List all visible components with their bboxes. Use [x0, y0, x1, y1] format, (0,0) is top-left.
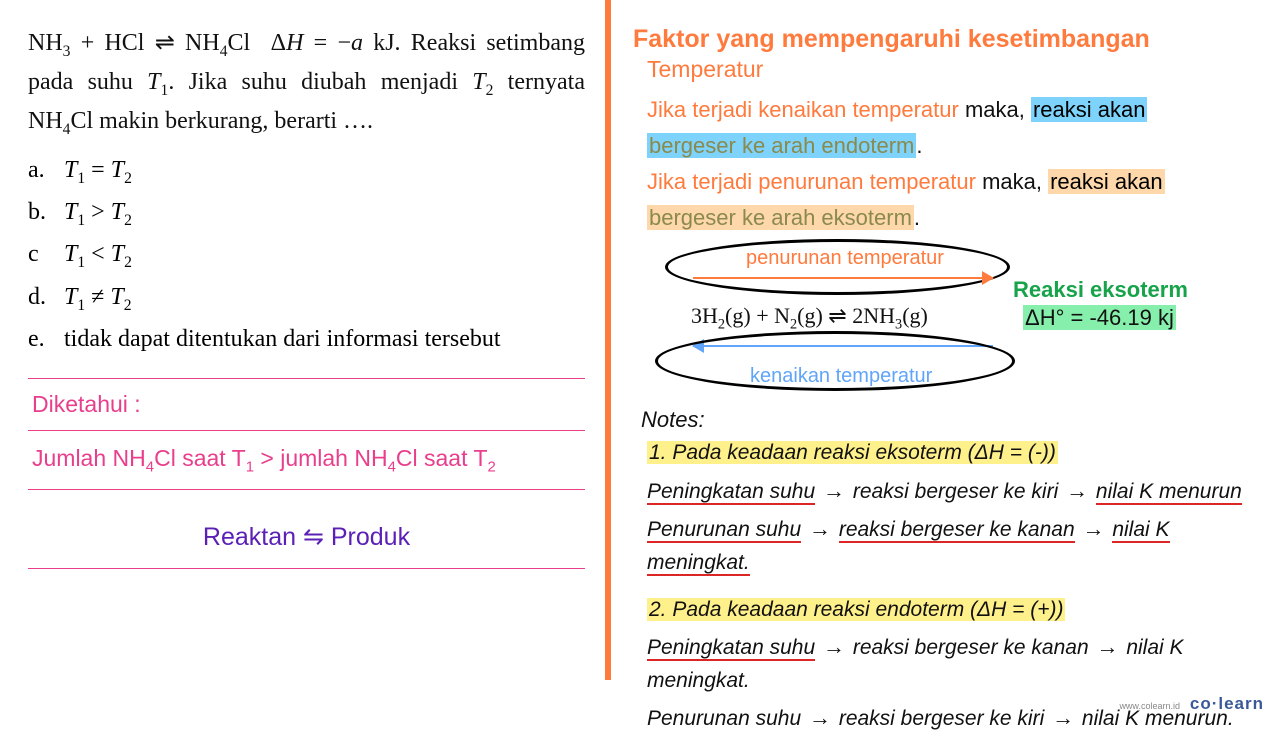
arrow-right-icon: [693, 277, 993, 279]
arrow-icon: →: [1066, 474, 1088, 508]
hl-orange-text: reaksi akan: [1048, 169, 1165, 194]
maka-text: maka,: [976, 169, 1048, 194]
diagram-side-title: Reaksi eksoterm: [1013, 277, 1188, 303]
divider-line: [28, 568, 585, 569]
option-row: a.T1 = T2: [28, 150, 585, 192]
right-panel: Faktor yang mempengaruhi kesetimbangan T…: [611, 0, 1276, 720]
divider-line: [28, 489, 585, 490]
arrow-icon: →: [809, 512, 831, 546]
option-label: a.: [28, 150, 64, 192]
question-text: NH3 + HCl ⇌ NH4Cl ΔH = −a kJ. Reaksi set…: [28, 25, 585, 142]
option-text: tidak dapat ditentukan dari informasi te…: [64, 319, 501, 360]
option-row: b.T1 > T2: [28, 192, 585, 234]
arrow-icon: →: [823, 630, 845, 664]
kenaikan-text: Jika terjadi kenaikan temperatur: [647, 97, 959, 122]
option-row: cT1 < T2: [28, 234, 585, 276]
right-title: Faktor yang mempengaruhi kesetimbangan: [633, 25, 1256, 54]
diketahui-text: Jumlah NH4Cl saat T1 > jumlah NH4Cl saat…: [28, 435, 585, 486]
arrow-icon: →: [1052, 701, 1074, 735]
option-text: T1 > T2: [64, 192, 132, 234]
divider-line: [28, 430, 585, 431]
footer-brand: www.colearn.id co·learn: [1119, 694, 1264, 714]
option-label: b.: [28, 192, 64, 234]
rule-line-1b: bergeser ke arah endoterm.: [647, 129, 1256, 163]
eksoterm-text: bergeser ke arah eksoterm: [647, 205, 914, 230]
reaktan-produk: Reaktan ⇋ Produk: [28, 494, 585, 564]
circle-annotation-bot: [655, 331, 1015, 391]
diagram-top-label: penurunan temperatur: [746, 247, 944, 270]
note-2-header: 2. Pada keadaan reaksi endoterm (ΔH = (+…: [647, 594, 1256, 627]
option-text: T1 < T2: [64, 234, 132, 276]
option-label: d.: [28, 277, 64, 319]
note-1-line-2: Penurunan suhu → reaksi bergeser ke kana…: [647, 512, 1256, 579]
option-text: T1 = T2: [64, 150, 132, 192]
divider-line: [28, 378, 585, 379]
maka-text: maka,: [959, 97, 1031, 122]
arrow-icon: →: [809, 701, 831, 735]
rule-line-1: Jika terjadi kenaikan temperatur maka, r…: [647, 93, 1256, 127]
note-1-line-1: Peningkatan suhu → reaksi bergeser ke ki…: [647, 474, 1256, 509]
diketahui-block: Diketahui : Jumlah NH4Cl saat T1 > jumla…: [28, 378, 585, 570]
arrow-icon: →: [1082, 512, 1104, 546]
option-text: T1 ≠ T2: [64, 277, 131, 319]
equilibrium-diagram: penurunan temperatur 3H2(g) + N2(g) ⇌ 2N…: [653, 243, 1256, 403]
note-2-line-1: Peningkatan suhu → reaksi bergeser ke ka…: [647, 630, 1256, 697]
option-label: e.: [28, 319, 64, 360]
diagram-side-dH: ΔH° = -46.19 kj: [1023, 305, 1176, 331]
hl-cyan-text: reaksi akan: [1031, 97, 1148, 122]
options-list: a.T1 = T2b.T1 > T2cT1 < T2d.T1 ≠ T2e.tid…: [28, 150, 585, 360]
option-row: d.T1 ≠ T2: [28, 277, 585, 319]
penurunan-text: Jika terjadi penurunan temperatur: [647, 169, 976, 194]
rule-line-2b: bergeser ke arah eksoterm.: [647, 201, 1256, 235]
option-label: c: [28, 234, 64, 276]
rule-line-2: Jika terjadi penurunan temperatur maka, …: [647, 165, 1256, 199]
option-row: e.tidak dapat ditentukan dari informasi …: [28, 319, 585, 360]
diagram-equation: 3H2(g) + N2(g) ⇌ 2NH3(g): [691, 303, 928, 333]
note-1-header: 1. Pada keadaan reaksi eksoterm (ΔH = (-…: [647, 437, 1256, 470]
notes-title: Notes:: [641, 407, 1256, 433]
diketahui-title: Diketahui :: [28, 383, 585, 426]
right-subtitle: Temperatur: [647, 56, 1256, 83]
left-panel: NH3 + HCl ⇌ NH4Cl ΔH = −a kJ. Reaksi set…: [0, 0, 605, 720]
endoterm-text: bergeser ke arah endoterm: [647, 133, 916, 158]
arrow-icon: →: [823, 474, 845, 508]
arrow-icon: →: [1096, 630, 1118, 664]
